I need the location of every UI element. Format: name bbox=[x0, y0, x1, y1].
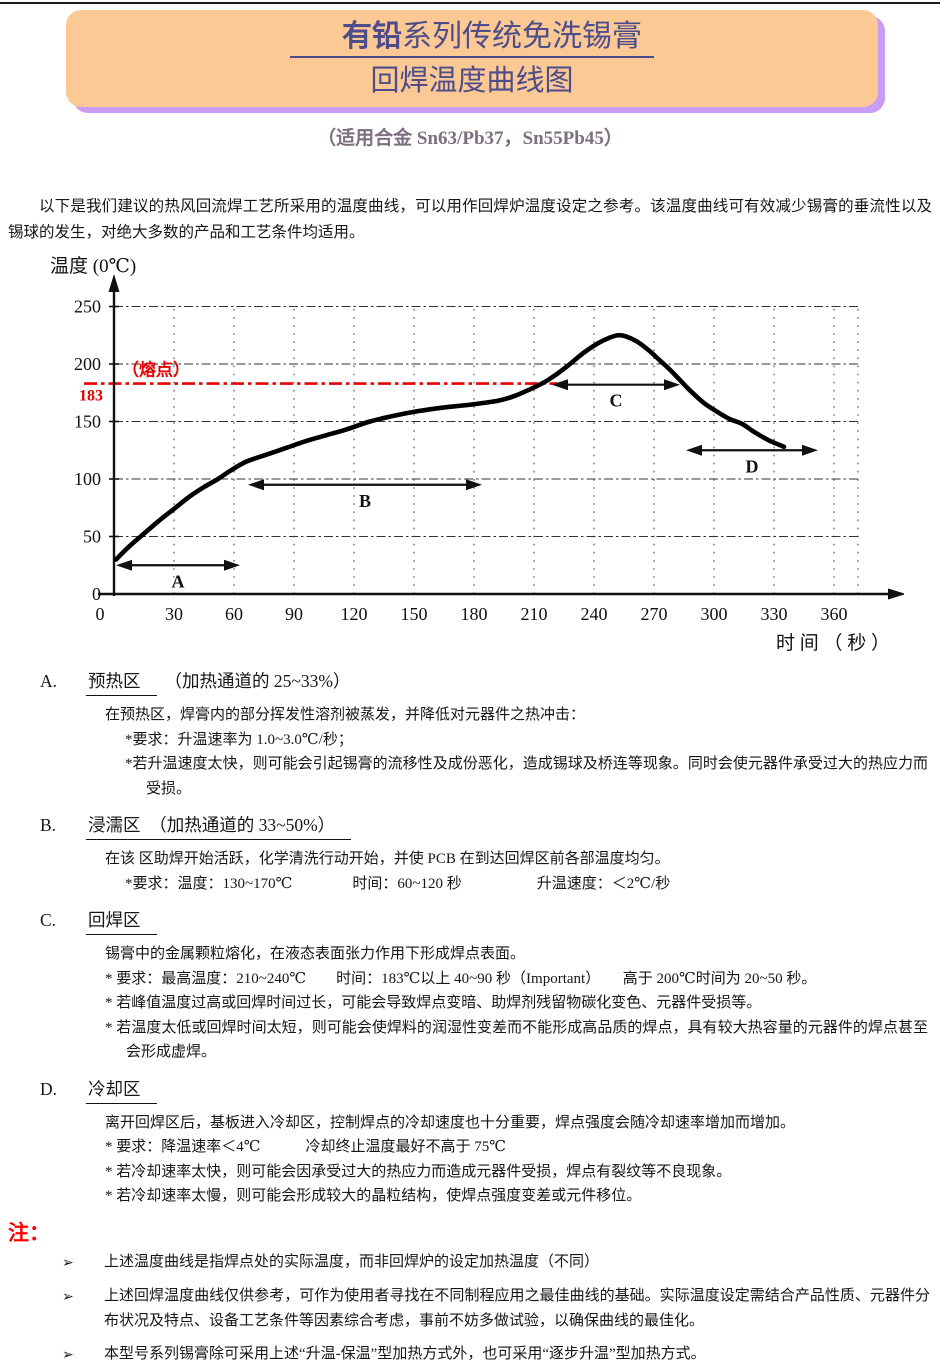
zone-section: C. 回焊区锡膏中的金属颗粒熔化，在液态表面张力作用下形成焊点表面。 * 要求：最高… bbox=[0, 907, 940, 1065]
zone-heading: B. 浸濡区 （加热通道的 33~50%） bbox=[40, 812, 940, 840]
zone-arrowhead-right-C bbox=[664, 379, 680, 391]
header-title-box: 有铅系列传统免洗锡膏 回焊温度曲线图 bbox=[66, 10, 878, 107]
zone-heading: C. 回焊区 bbox=[40, 907, 940, 935]
zone-title-suffix: （加热通道的 25~33%） bbox=[164, 671, 351, 691]
zone-description-line: *要求：升温速率为 1.0~3.0℃/秒； bbox=[125, 731, 353, 748]
y-tick-label-0: 0 bbox=[92, 584, 101, 604]
zone-description: 锡膏中的金属颗粒熔化，在液态表面张力作用下形成焊点表面。 * 要求：最高温度：21… bbox=[105, 942, 928, 1065]
zone-arrowhead-right-D bbox=[802, 444, 818, 456]
note-item: ➢ 上述温度曲线是指焊点处的实际温度，而非回焊炉的设定加热温度（不同） bbox=[62, 1250, 930, 1276]
zone-description: 离开回焊区后，基板进入冷却区，控制焊点的冷却速度也十分重要，焊点强度会随冷却速率… bbox=[105, 1111, 928, 1209]
y-tick-label-100: 100 bbox=[74, 469, 101, 489]
x-tick-label-180: 180 bbox=[461, 604, 488, 624]
note-item: ➢ 本型号系列锡膏除可采用上述“升温-保温”型加热方式外，也可采用“逐步升温”型加… bbox=[62, 1342, 930, 1368]
zone-label-B: B bbox=[359, 491, 371, 511]
x-tick-label-270: 270 bbox=[641, 604, 668, 624]
alloy-subtitle: （适用合金 Sn63/Pb37，Sn55Pb45） bbox=[317, 128, 623, 149]
zone-section: B. 浸濡区 （加热通道的 33~50%） 在该 区助焊开始活跃，化学清洗行动开始，… bbox=[0, 812, 940, 896]
zone-description-line: * 要求：降温速率＜4℃ 冷却终止温度最好不高于 75℃ bbox=[105, 1139, 507, 1155]
zone-description: 在预热区，焊膏内的部分挥发性溶剂被蒸发，并降低对元器件之热冲击： *要求：升温速率… bbox=[105, 703, 928, 801]
x-tick-label-60: 60 bbox=[225, 604, 243, 624]
title-rest-part: 系列传统免洗锡膏 bbox=[402, 20, 642, 53]
document-title-line2: 回焊温度曲线图 bbox=[370, 65, 574, 97]
notes-label: 注： bbox=[8, 1220, 50, 1245]
reflow-temperature-chart: A B C D 0 50 100 150 200 250 0 30 60 90 120 150 180 210 24… bbox=[24, 248, 940, 657]
arrow-bullet-icon: ➢ bbox=[62, 1254, 74, 1271]
x-tick-label-90: 90 bbox=[285, 604, 303, 624]
y-axis-arrowhead bbox=[108, 274, 120, 292]
arrow-bullet-icon: ➢ bbox=[62, 1288, 74, 1305]
zone-title: 回焊区 bbox=[86, 907, 157, 935]
zone-heading: D. 冷却区 bbox=[40, 1076, 940, 1104]
zone-description-line: *要求：温度：130~170℃ 时间：60~120 秒 升温速度：＜2℃/秒 bbox=[125, 875, 671, 892]
zone-arrowhead-right-B bbox=[466, 479, 482, 491]
zone-arrowhead-left-C bbox=[552, 379, 568, 391]
temperature-curve bbox=[113, 332, 787, 562]
intro-paragraph: 以下是我们建议的热风回流焊工艺所采用的温度曲线，可以用作回焊炉温度设定之参考。该… bbox=[8, 198, 932, 241]
zone-description-line: 锡膏中的金属颗粒熔化，在液态表面张力作用下形成焊点表面。 bbox=[105, 946, 526, 962]
x-axis-title: 时 间 （ 秒 ） bbox=[776, 632, 890, 652]
zone-arrowhead-left-D bbox=[686, 444, 702, 456]
zone-description-line: * 若温度太低或回焊时间太短，则可能会使焊料的润湿性变差而不能形成高品质的焊点，… bbox=[105, 1019, 928, 1061]
zone-description-line: 在预热区，焊膏内的部分挥发性溶剂被蒸发，并降低对元器件之热冲击： bbox=[105, 707, 586, 723]
zone-description-line: * 要求：最高温度：210~240℃ 时间：183℃以上 40~90 秒（Imp… bbox=[105, 970, 817, 987]
zone-arrowhead-left-A bbox=[116, 559, 132, 571]
note-item: ➢ 上述回焊温度曲线仅供参考，可作为使用者寻找在不同制程应用之最佳曲线的基础。实际… bbox=[62, 1284, 930, 1334]
document-title-line1: 有铅系列传统免洗锡膏 bbox=[290, 20, 654, 58]
notes-section: 注： ➢ 上述温度曲线是指焊点处的实际温度，而非回焊炉的设定加热温度（不同） ➢ 上述… bbox=[0, 1217, 940, 1368]
notes-list: ➢ 上述温度曲线是指焊点处的实际温度，而非回焊炉的设定加热温度（不同） ➢ 上述回焊温… bbox=[0, 1250, 940, 1368]
page-top-border bbox=[0, 2, 940, 4]
y-tick-label-150: 150 bbox=[74, 412, 101, 432]
zone-arrowhead-right-A bbox=[224, 559, 240, 571]
zone-section: A. 预热区 （加热通道的 25~33%） 在预热区，焊膏内的部分挥发性溶剂被蒸发，并… bbox=[0, 668, 940, 801]
x-tick-label-30: 30 bbox=[165, 604, 183, 624]
zone-title: 预热区 bbox=[86, 668, 157, 696]
melting-point-text-label: （熔点） bbox=[122, 360, 190, 380]
x-tick-label-330: 330 bbox=[761, 604, 788, 624]
zone-letter: D. bbox=[40, 1078, 58, 1099]
y-tick-label-50: 50 bbox=[83, 527, 101, 547]
y-axis-title: 温度 (0℃) bbox=[50, 255, 136, 277]
zone-description: 在该 区助焊开始活跃，化学清洗行动开始，并使 PCB 在到达回焊区前各部温度均匀… bbox=[105, 847, 928, 896]
zone-description-line: 离开回焊区后，基板进入冷却区，控制焊点的冷却速度也十分重要，焊点强度会随冷却速率… bbox=[105, 1114, 796, 1131]
zone-description-line: *若升温速度太快，则可能会引起锡膏的流移性及成份恶化，造成锡球及桥连等现象。同时… bbox=[125, 756, 928, 797]
zone-letter: B. bbox=[40, 815, 57, 835]
x-tick-label-120: 120 bbox=[341, 604, 368, 624]
zone-label-D: D bbox=[746, 456, 759, 476]
x-tick-label-0: 0 bbox=[96, 604, 105, 624]
x-axis-arrowhead bbox=[888, 588, 906, 600]
x-tick-label-360: 360 bbox=[821, 604, 848, 624]
x-tick-label-150: 150 bbox=[401, 604, 428, 624]
melting-point-value-label: 183 bbox=[79, 388, 103, 405]
title-bold-part: 有铅 bbox=[342, 20, 402, 53]
y-tick-label-200: 200 bbox=[74, 354, 101, 374]
zone-heading: A. 预热区 （加热通道的 25~33%） bbox=[40, 668, 940, 696]
note-text: 上述温度曲线是指焊点处的实际温度，而非回焊炉的设定加热温度（不同） bbox=[104, 1253, 600, 1270]
zone-title: 浸濡区 （加热通道的 33~50%） bbox=[86, 812, 352, 840]
zone-arrowhead-left-B bbox=[248, 479, 264, 491]
arrow-bullet-icon: ➢ bbox=[62, 1346, 74, 1363]
x-tick-label-210: 210 bbox=[521, 604, 548, 624]
note-text: 本型号系列锡膏除可采用上述“升温-保温”型加热方式外，也可采用“逐步升温”型加热… bbox=[104, 1345, 706, 1362]
x-tick-label-300: 300 bbox=[701, 604, 728, 624]
zone-letter: A. bbox=[40, 671, 58, 691]
title-underline: 有铅系列传统免洗锡膏 bbox=[290, 20, 654, 58]
zone-section: D. 冷却区离开回焊区后，基板进入冷却区，控制焊点的冷却速度也十分重要，焊点强度会… bbox=[0, 1076, 940, 1209]
zone-label-C: C bbox=[610, 391, 623, 411]
zone-description-line: * 若峰值温度过高或回焊时间过长，可能会导致焊点变暗、助焊剂残留物碳化变色、元器… bbox=[105, 995, 762, 1011]
zone-sections: A. 预热区 （加热通道的 25~33%） 在预热区，焊膏内的部分挥发性溶剂被蒸发，并… bbox=[0, 668, 940, 1209]
zone-description-line: 在该 区助焊开始活跃，化学清洗行动开始，并使 PCB 在到达回焊区前各部温度均匀… bbox=[105, 851, 670, 867]
reflow-chart-canvas: A B C D 0 50 100 150 200 250 0 30 60 90 120 150 180 210 24… bbox=[50, 255, 906, 654]
note-text: 上述回焊温度曲线仅供参考，可作为使用者寻找在不同制程应用之最佳曲线的基础。实际温… bbox=[104, 1287, 930, 1329]
x-tick-label-240: 240 bbox=[581, 604, 608, 624]
zone-letter: C. bbox=[40, 910, 57, 930]
zone-description-line: * 若冷却速率太快，则可能会因承受过大的热应力而造成元器件受损，焊点有裂纹等不良… bbox=[105, 1163, 732, 1180]
y-tick-label-250: 250 bbox=[74, 297, 101, 317]
zone-title: 冷却区 bbox=[86, 1076, 157, 1104]
zone-description-line: * 若冷却速率太慢，则可能会形成较大的晶粒结构，使焊点强度变差或元件移位。 bbox=[105, 1188, 642, 1204]
zone-label-A: A bbox=[172, 571, 185, 591]
